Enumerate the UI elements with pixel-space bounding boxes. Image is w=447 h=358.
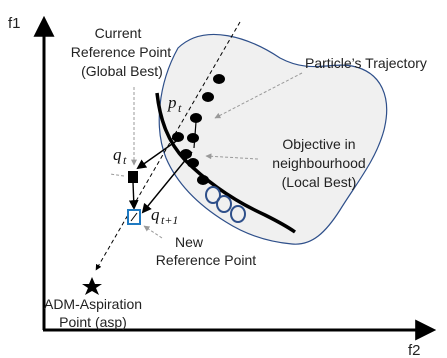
svg-text:neighbourhood: neighbourhood	[272, 155, 365, 171]
particle-dot	[190, 113, 202, 123]
current-reference-label: Current Reference Point (Global Best)	[71, 25, 172, 79]
svg-text:t: t	[178, 101, 182, 115]
svg-text:Point (asp): Point (asp)	[59, 314, 127, 330]
q-t1-label: q t+1	[151, 205, 178, 227]
local-best-markers	[205, 186, 246, 223]
arrow-p-down	[193, 121, 197, 149]
open-circle-marker	[216, 195, 232, 213]
svg-text:(Global Best): (Global Best)	[81, 63, 163, 79]
svg-text:Reference Point: Reference Point	[156, 252, 257, 268]
aspiration-label: ADM-Aspiration Point (asp)	[44, 296, 142, 330]
leader-lines	[109, 72, 303, 239]
svg-text:Objective in: Objective in	[282, 136, 355, 152]
svg-text:q: q	[151, 205, 160, 224]
aspiration-star-marker	[82, 277, 102, 295]
particles	[172, 74, 225, 185]
svg-text:ADM-Aspiration: ADM-Aspiration	[44, 296, 142, 312]
objective-neighbourhood-label: Objective in neighbourhood (Local Best)	[272, 136, 365, 190]
y-axis-label: f1	[8, 15, 21, 32]
particle-dot	[213, 74, 225, 84]
particle-trajectory-label: Particle’s Trajectory	[305, 55, 427, 71]
particle-dot	[187, 158, 199, 168]
particle-dot	[202, 92, 214, 102]
arrow-local-to-new	[141, 151, 193, 214]
particle-dot	[187, 133, 199, 143]
svg-text:t+1: t+1	[161, 213, 178, 227]
particle-trajectory-line	[95, 21, 241, 271]
particle-dot	[172, 132, 184, 142]
particle-dot	[197, 175, 209, 185]
q-t-square-marker	[128, 171, 138, 183]
x-axis-label: f2	[408, 342, 421, 358]
svg-text:t: t	[123, 153, 127, 167]
svg-text:Reference Point: Reference Point	[71, 44, 172, 60]
p-t-label: p t	[167, 93, 182, 115]
svg-text:(Local Best): (Local Best)	[282, 174, 357, 190]
pareto-front-curve	[155, 92, 297, 234]
svg-text:Current: Current	[95, 25, 142, 41]
open-circle-marker	[205, 186, 221, 204]
new-reference-label: New Reference Point	[156, 234, 257, 268]
svg-text:New: New	[175, 234, 204, 250]
svg-text:q: q	[113, 145, 122, 164]
svg-text:p: p	[167, 93, 177, 112]
arrow-q-to-new	[128, 181, 139, 210]
open-circle-marker	[230, 205, 246, 223]
arrow-p-to-q	[136, 136, 183, 170]
q-t-label: q t	[113, 145, 127, 167]
